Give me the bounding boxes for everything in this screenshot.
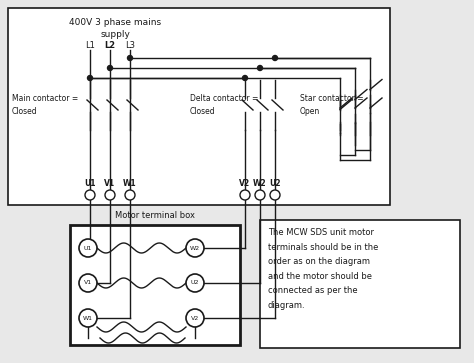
Text: L1: L1 <box>85 41 95 50</box>
Bar <box>8 8 390 205</box>
Text: 400V 3 phase mains
supply: 400V 3 phase mains supply <box>69 18 161 39</box>
Circle shape <box>240 190 250 200</box>
Bar <box>70 225 240 345</box>
Circle shape <box>243 76 247 81</box>
Circle shape <box>79 274 97 292</box>
Circle shape <box>186 239 204 257</box>
Circle shape <box>85 190 95 200</box>
Text: V1: V1 <box>84 281 92 286</box>
Circle shape <box>79 239 97 257</box>
Bar <box>260 220 460 348</box>
Text: Star contactor =
Open: Star contactor = Open <box>300 94 364 116</box>
Circle shape <box>186 309 204 327</box>
Text: U1: U1 <box>84 245 92 250</box>
Circle shape <box>128 56 133 61</box>
Text: U2: U2 <box>269 179 281 188</box>
Text: Main contactor =
Closed: Main contactor = Closed <box>12 94 78 116</box>
Circle shape <box>125 190 135 200</box>
Text: W1: W1 <box>83 315 93 321</box>
Circle shape <box>105 190 115 200</box>
Text: W2: W2 <box>253 179 267 188</box>
Circle shape <box>255 190 265 200</box>
Circle shape <box>79 309 97 327</box>
Circle shape <box>108 65 112 70</box>
Text: V2: V2 <box>239 179 251 188</box>
Text: V2: V2 <box>191 315 199 321</box>
Text: W1: W1 <box>123 179 137 188</box>
Text: V1: V1 <box>104 179 116 188</box>
Circle shape <box>88 76 92 81</box>
Text: U1: U1 <box>84 179 96 188</box>
Circle shape <box>273 56 277 61</box>
Text: U2: U2 <box>191 281 199 286</box>
Text: Motor terminal box: Motor terminal box <box>115 211 195 220</box>
Text: L3: L3 <box>125 41 135 50</box>
Circle shape <box>257 65 263 70</box>
Circle shape <box>270 190 280 200</box>
Text: W2: W2 <box>190 245 200 250</box>
Text: Delta contactor =
Closed: Delta contactor = Closed <box>190 94 258 116</box>
Text: The MCW SDS unit motor
terminals should be in the
order as on the diagram
and th: The MCW SDS unit motor terminals should … <box>268 228 378 310</box>
Text: L2: L2 <box>104 41 116 50</box>
Circle shape <box>186 274 204 292</box>
